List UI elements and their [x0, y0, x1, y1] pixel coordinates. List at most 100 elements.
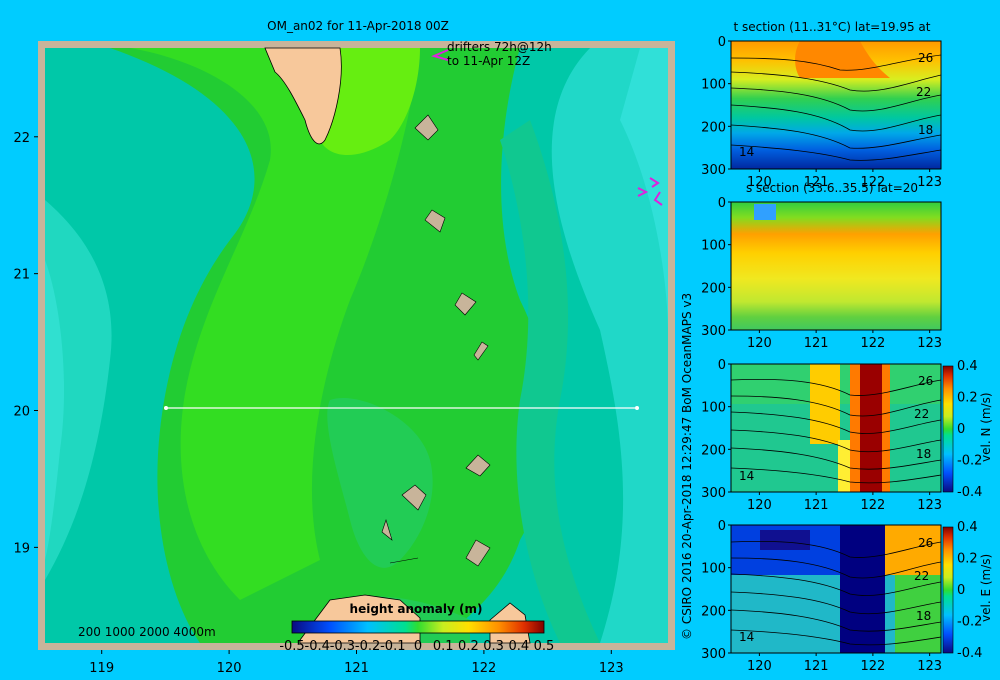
vel-e-section-xtick-label: 120 — [747, 659, 772, 674]
map-ytick-label: 22 — [13, 131, 30, 146]
map-ytick-label: 20 — [13, 405, 30, 420]
map-xtick-label: 120 — [217, 661, 242, 676]
s-section-xtick-label: 122 — [860, 336, 885, 351]
vel-e-section-colorbar-tick-label: 0.4 — [957, 520, 978, 535]
colorbar-gradient — [291, 620, 545, 634]
t-section-title: t section (11..31°C) lat=19.95 at — [734, 20, 931, 34]
vel-e-contours — [730, 540, 942, 646]
t-contour-label-26: 26 — [918, 51, 933, 65]
vel-n-positive-band — [810, 364, 840, 444]
vel-e-lower-east — [895, 575, 941, 653]
vel-n-section-ytick-label: 200 — [701, 443, 726, 458]
s-section-panel: s section (33.6..35.5) lat=20 — [730, 181, 942, 331]
credit-text: © CSIRO 2016 20-Apr-2018 12:29:47 BoM Oc… — [680, 293, 694, 640]
vel-e-section-xtick-label: 122 — [860, 659, 885, 674]
vel-n-section-colorbar-tick-label: 0 — [957, 422, 965, 437]
vel-e-section-colorbar-tick-label: -0.2 — [957, 615, 982, 630]
vel-n-section-xtick-label: 120 — [747, 498, 772, 513]
s-section-ytick-label: 300 — [701, 324, 726, 339]
height-colorbar: height anomaly (m) -0.5 -0.4 -0.3 -0.2 -0.1 0… — [279, 602, 554, 654]
t-section-ytick-label: 200 — [701, 120, 726, 135]
vel-n-contours — [730, 378, 942, 484]
colorbar-tick-label: 0.4 — [508, 639, 529, 654]
drifters-label-2: to 11-Apr 12Z — [447, 54, 530, 68]
map-xtick-label: 119 — [89, 661, 114, 676]
colorbar-tick-label: -0.2 — [355, 639, 380, 654]
t-contour-label-18: 18 — [918, 123, 933, 137]
vel-e-westward-column — [840, 525, 885, 653]
vel-e-section-ytick-label: 200 — [701, 604, 726, 619]
section-start-marker — [164, 406, 168, 410]
vel-e-section-colorbar-tick-label: 0 — [957, 583, 965, 598]
map-xtick-label: 122 — [471, 661, 496, 676]
section-axis-ticks: 120 121 122 123 0 100 200 300 120 121 122 123 0 100 20… — [701, 35, 982, 674]
map-xtick-label: 123 — [599, 661, 624, 676]
colorbar-tick-label: -0.1 — [380, 639, 405, 654]
vel-n-contour-label-22: 22 — [914, 407, 929, 421]
colorbar-tick-label: -0.5 — [279, 639, 304, 654]
vel-e-section-colorbar-tick-label: -0.4 — [957, 646, 982, 661]
vel-n-section-colorbar-tick-label: 0.4 — [957, 359, 978, 374]
s-section-field — [731, 202, 941, 330]
map-field — [45, 48, 668, 643]
t-section-frame — [730, 40, 942, 170]
t-contours — [730, 54, 942, 161]
vel-e-section-xtick-label: 121 — [804, 659, 829, 674]
colorbar-tick-label: 0.2 — [458, 639, 479, 654]
vel-e-section-xtick-label: 123 — [917, 659, 942, 674]
vel-n-contour-label-18: 18 — [916, 447, 931, 461]
s-section-frame — [730, 201, 942, 331]
vel-n-section-xtick-label: 121 — [804, 498, 829, 513]
vel-e-section-ytick-label: 300 — [701, 647, 726, 662]
colorbar-tick-label: 0 — [414, 639, 422, 654]
t-section-xtick-label: 121 — [804, 175, 829, 190]
vel-n-section-colorbar-tick-label: -0.4 — [957, 485, 982, 500]
map-panel: drifters 72h@12h to 11-Apr 12Z 200 1000 … — [13, 40, 675, 676]
colorbar-tick-label: -0.4 — [305, 639, 330, 654]
vel-e-contour-label-18: 18 — [916, 609, 931, 623]
t-section-ytick-label: 300 — [701, 163, 726, 178]
depth-contour-legend: 200 1000 2000 4000m — [78, 625, 216, 639]
colorbar-tick-label: 0.5 — [534, 639, 555, 654]
vel-n-colorbar — [942, 365, 954, 493]
vel-n-core — [860, 364, 882, 492]
map-title: OM_an02 for 11-Apr-2018 00Z — [267, 19, 449, 33]
vel-n-frame — [730, 363, 942, 493]
t-section-ytick-label: 100 — [701, 78, 726, 93]
map-xtick-label: 121 — [344, 661, 369, 676]
map-ytick-label: 21 — [13, 268, 30, 283]
vel-n-section-ytick-label: 0 — [718, 358, 726, 373]
map-ytick-label: 19 — [13, 541, 30, 556]
s-section-ytick-label: 200 — [701, 281, 726, 296]
colorbar-ticks: -0.5 -0.4 -0.3 -0.2 -0.1 0 0.1 0.2 0.3 0.4 0.5 — [279, 639, 554, 654]
section-end-marker — [635, 406, 639, 410]
land-taiwan — [264, 47, 342, 145]
colorbar-tick-label: 0.3 — [483, 639, 504, 654]
s-section-ytick-label: 100 — [701, 239, 726, 254]
vel-n-section-ytick-label: 100 — [701, 401, 726, 416]
vel-n-colorbar-label: vel. N (m/s) — [979, 392, 993, 462]
drifter-tracks — [431, 49, 663, 206]
t-section-xtick-label: 120 — [747, 175, 772, 190]
vel-e-section-panel: 26 22 18 14 vel. E (m/s) — [730, 524, 993, 654]
vel-n-contour-label-14: 14 — [739, 469, 754, 483]
vel-e-section-ytick-label: 100 — [701, 562, 726, 577]
s-low-salinity-patch — [754, 204, 776, 220]
vel-e-section-ytick-label: 0 — [718, 519, 726, 534]
s-section-xtick-label: 121 — [804, 336, 829, 351]
t-section-xtick-label: 122 — [860, 175, 885, 190]
vel-e-westward-core — [760, 530, 810, 550]
t-section-ytick-label: 0 — [718, 35, 726, 50]
islands — [381, 114, 491, 567]
vel-n-contour-label-26: 26 — [918, 374, 933, 388]
vel-n-section-panel: 26 22 18 14 vel. N (m/s) — [730, 363, 993, 493]
vel-n-section-colorbar-tick-label: -0.2 — [957, 454, 982, 469]
vel-e-eastward-upper — [885, 525, 941, 575]
map-axis-ticks: 119 120 121 122 123 19 20 21 22 — [13, 131, 623, 676]
s-section-xtick-label: 120 — [747, 336, 772, 351]
t-contour-label-22: 22 — [916, 85, 931, 99]
vel-e-contour-label-22: 22 — [914, 569, 929, 583]
vel-n-section-xtick-label: 122 — [860, 498, 885, 513]
s-section-ytick-label: 0 — [718, 196, 726, 211]
s-section-xtick-label: 123 — [917, 336, 942, 351]
